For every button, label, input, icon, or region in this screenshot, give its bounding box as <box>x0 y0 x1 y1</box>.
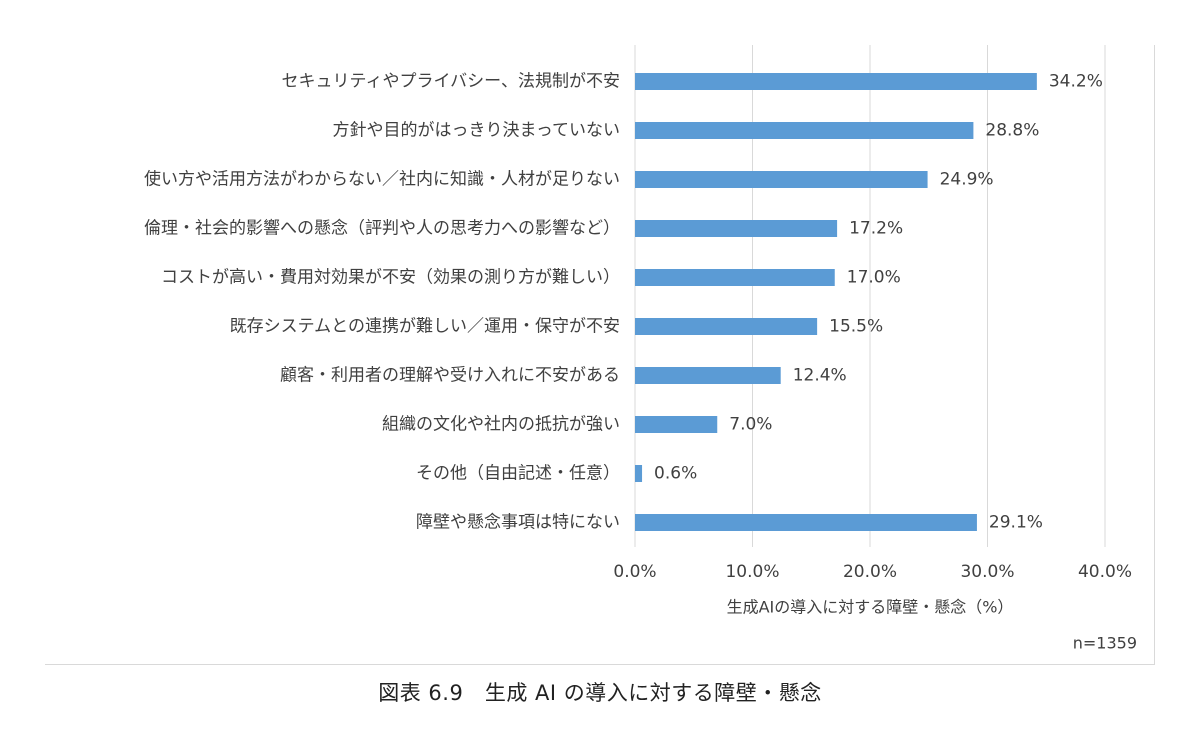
data-label: 34.2% <box>1049 72 1103 92</box>
category-label: 障壁や懸念事項は特にない <box>416 512 620 533</box>
bar <box>635 269 835 286</box>
category-label: その他（自由記述・任意） <box>416 464 620 484</box>
data-label: 17.2% <box>849 219 903 239</box>
chart-frame: セキュリティやプライバシー、法規制が不安 34.2% 方針や目的がはっきり決まってい… <box>45 45 1155 665</box>
data-label: 7.0% <box>729 415 772 435</box>
category-label: 組織の文化や社内の抵抗が強い <box>382 415 620 435</box>
data-label: 12.4% <box>793 366 847 386</box>
category-label: 方針や目的がはっきり決まっていない <box>333 121 620 141</box>
data-label: 17.0% <box>847 268 901 288</box>
x-tick-label: 30.0% <box>960 562 1014 582</box>
category-label: 使い方や活用方法がわからない／社内に知識・人材が足りない <box>144 169 620 190</box>
data-label: 15.5% <box>829 317 883 337</box>
x-tick-label: 10.0% <box>725 562 779 582</box>
bar <box>635 416 718 433</box>
figure-caption: 図表 6.9 生成 AI の導入に対する障壁・懸念 <box>378 681 822 705</box>
bar-chart: セキュリティやプライバシー、法規制が不安 34.2% 方針や目的がはっきり決まってい… <box>144 45 1137 653</box>
category-label: セキュリティやプライバシー、法規制が不安 <box>282 72 620 92</box>
data-label: 0.6% <box>654 464 697 484</box>
sample-size-note: n=1359 <box>1073 634 1137 653</box>
bar <box>635 171 928 188</box>
category-label: 倫理・社会的影響への懸念（評判や人の思考力への影響など） <box>144 218 620 239</box>
x-axis-title: 生成AIの導入に対する障壁・懸念（%） <box>727 598 1014 617</box>
bar <box>635 465 643 482</box>
data-label: 29.1% <box>989 513 1043 533</box>
bar <box>635 220 838 237</box>
bar <box>635 122 974 139</box>
data-label: 28.8% <box>985 121 1039 141</box>
x-tick-label: 40.0% <box>1078 562 1132 582</box>
category-label: 既存システムとの連携が難しい／運用・保守が不安 <box>230 317 620 337</box>
bar <box>635 514 977 531</box>
data-label: 24.9% <box>940 170 994 190</box>
category-label: コストが高い・費用対効果が不安（効果の測り方が難しい） <box>161 268 620 288</box>
category-label: 顧客・利用者の理解や受け入れに不安がある <box>280 366 620 386</box>
bar <box>635 318 818 335</box>
x-tick-label: 0.0% <box>613 562 656 582</box>
bar <box>635 73 1037 90</box>
x-tick-label: 20.0% <box>843 562 897 582</box>
bar <box>635 367 781 384</box>
